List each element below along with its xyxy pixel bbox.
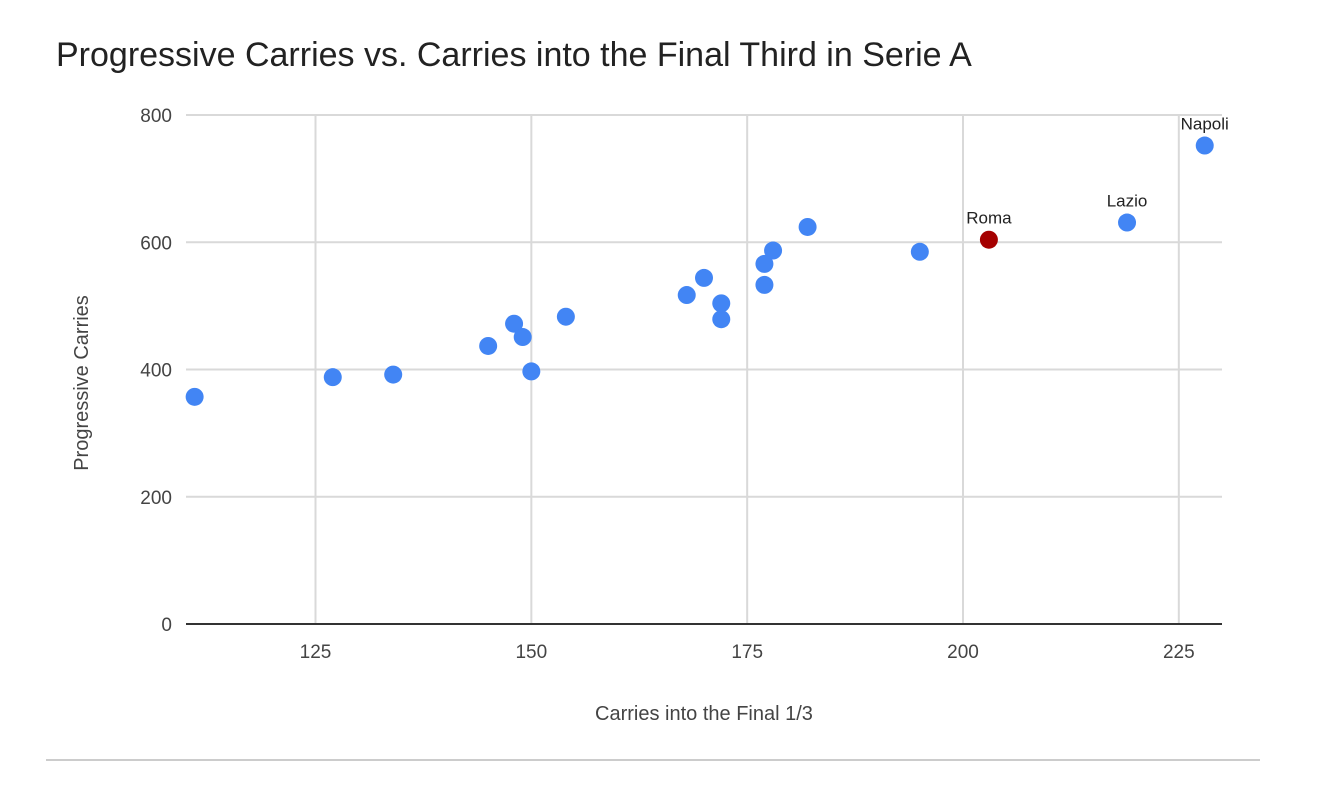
data-point[interactable] [677,286,696,305]
x-tick-label: 225 [1163,642,1195,663]
point-label-lazio: Lazio [1107,192,1148,211]
y-tick-label: 200 [140,488,172,509]
x-axis-title: Carries into the Final 1/3 [595,703,813,725]
data-point-lazio[interactable] [1118,213,1137,232]
data-point[interactable] [513,328,532,347]
point-labels: Roma Lazio Napoli [966,115,1229,228]
data-point[interactable] [755,275,774,294]
data-point-roma[interactable] [979,230,998,249]
data-point[interactable] [185,387,204,406]
point-label-napoli: Napoli [1181,115,1229,134]
point-label-roma: Roma [966,209,1012,228]
data-point[interactable] [712,294,731,313]
x-tick-label: 175 [731,642,763,663]
x-tick-label: 200 [947,642,979,663]
data-point[interactable] [323,368,342,387]
y-tick-label: 800 [140,106,172,127]
data-point-napoli[interactable] [1195,136,1214,155]
data-point[interactable] [522,362,541,381]
tick-labels: 0 200 400 600 800 125 150 175 200 225 [140,106,1194,663]
x-tick-label: 125 [300,642,332,663]
y-tick-label: 0 [161,615,172,636]
x-tick-label: 150 [515,642,547,663]
data-points [185,136,1214,406]
data-point[interactable] [910,242,929,261]
data-point[interactable] [695,268,713,287]
data-point[interactable] [479,336,498,355]
y-axis-title: Progressive Carries [71,295,93,471]
data-point[interactable] [556,307,575,326]
chart-title: Progressive Carries vs. Carries into the… [56,36,972,74]
data-point[interactable] [712,310,731,329]
y-tick-label: 400 [140,361,172,382]
grid-lines [186,114,1222,624]
data-point[interactable] [755,254,774,273]
y-tick-label: 600 [140,233,172,254]
divider [46,759,1260,761]
data-point[interactable] [764,241,783,260]
data-point[interactable] [505,314,524,333]
data-point[interactable] [798,217,817,236]
data-point[interactable] [384,365,403,384]
